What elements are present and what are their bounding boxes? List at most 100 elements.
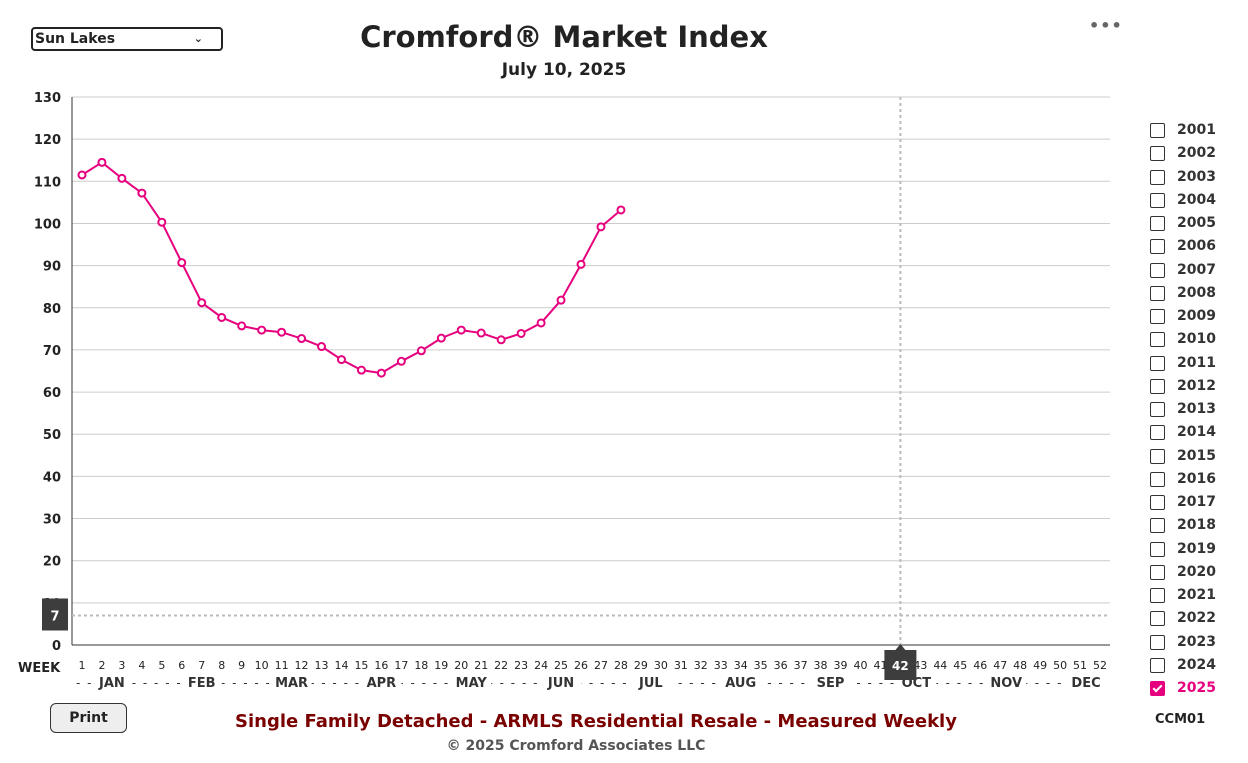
x-tick-label: 23 xyxy=(514,659,528,672)
x-tick-label: 39 xyxy=(834,659,848,672)
x-tick-label: 1 xyxy=(78,659,85,672)
checkbox-icon[interactable] xyxy=(1150,262,1165,278)
x-tick-label: 35 xyxy=(754,659,768,672)
checkbox-icon[interactable] xyxy=(1150,146,1165,162)
crosshair-y-label: 7 xyxy=(50,609,59,624)
data-point xyxy=(237,321,247,331)
legend-year-2014[interactable]: 2014 xyxy=(1150,424,1230,442)
checkbox-icon[interactable] xyxy=(1150,309,1165,324)
checkbox-icon[interactable] xyxy=(1150,239,1165,255)
x-tick-label: 16 xyxy=(374,659,388,672)
y-tick-label: 20 xyxy=(43,555,61,570)
legend-year-label: 2014 xyxy=(1177,424,1216,441)
legend-year-2020[interactable]: 2020 xyxy=(1150,564,1230,582)
legend-year-2024[interactable]: 2024 xyxy=(1150,657,1230,675)
x-tick-label: 37 xyxy=(794,659,808,672)
legend-year-2006[interactable]: 2006 xyxy=(1150,238,1230,256)
month-label-bg xyxy=(720,674,761,690)
checkbox-icon[interactable] xyxy=(1150,169,1165,185)
month-label-bg xyxy=(91,674,132,690)
x-tick-label: 17 xyxy=(394,659,408,672)
checkbox-icon[interactable] xyxy=(1150,471,1165,487)
legend-year-2010[interactable]: 2010 xyxy=(1150,331,1230,349)
checkbox-icon[interactable] xyxy=(1150,588,1165,603)
checkbox-icon[interactable] xyxy=(1150,285,1165,301)
legend-year-2008[interactable]: 2008 xyxy=(1150,285,1230,303)
print-button[interactable]: Print xyxy=(50,703,127,733)
legend-year-2019[interactable]: 2019 xyxy=(1150,541,1230,559)
month-label-bg xyxy=(630,674,671,690)
x-tick-label: 14 xyxy=(334,659,348,672)
x-tick-label: 34 xyxy=(734,659,748,672)
x-tick-label: 9 xyxy=(238,659,245,672)
region-select-value: Sun Lakes xyxy=(35,31,116,47)
checkbox-icon[interactable] xyxy=(1150,123,1165,138)
legend-year-2025[interactable]: 2025 xyxy=(1150,680,1230,698)
legend-year-2005[interactable]: 2005 xyxy=(1150,215,1230,233)
x-tick-label: 31 xyxy=(674,659,688,672)
legend-year-label: 2024 xyxy=(1177,656,1216,673)
x-tick-label: 10 xyxy=(255,659,269,672)
legend-year-2016[interactable]: 2016 xyxy=(1150,471,1230,489)
legend-year-label: 2008 xyxy=(1177,284,1216,301)
data-point xyxy=(556,295,566,305)
data-point xyxy=(197,298,207,308)
checkbox-icon[interactable] xyxy=(1150,657,1165,673)
month-label-bg xyxy=(181,674,222,690)
x-tick-label: 25 xyxy=(554,659,568,672)
data-point xyxy=(576,259,586,269)
checkbox-icon[interactable] xyxy=(1150,425,1165,441)
legend-year-2009[interactable]: 2009 xyxy=(1150,308,1230,326)
crosshair-x-label: 42 xyxy=(892,659,909,673)
legend-year-label: 2002 xyxy=(1177,145,1216,162)
y-tick-label: 0 xyxy=(52,639,61,654)
region-select[interactable]: Sun Lakes ⌄ xyxy=(31,27,223,51)
crosshair-x-pointer xyxy=(895,644,906,650)
x-tick-label: 32 xyxy=(694,659,708,672)
legend-year-2003[interactable]: 2003 xyxy=(1150,169,1230,187)
legend-year-2007[interactable]: 2007 xyxy=(1150,262,1230,280)
data-point xyxy=(616,205,626,215)
legend-year-label: 2011 xyxy=(1177,354,1216,371)
checkbox-icon[interactable] xyxy=(1150,518,1165,534)
x-tick-label: 41 xyxy=(873,659,887,672)
legend-year-2011[interactable]: 2011 xyxy=(1150,355,1230,373)
legend-year-2017[interactable]: 2017 xyxy=(1150,494,1230,512)
more-options-icon[interactable]: ••• xyxy=(1089,16,1123,35)
checkbox-icon[interactable] xyxy=(1150,495,1165,510)
data-point xyxy=(496,335,506,345)
legend-year-2004[interactable]: 2004 xyxy=(1150,192,1230,210)
checkbox-icon[interactable] xyxy=(1150,541,1165,557)
legend-year-2001[interactable]: 2001 xyxy=(1150,122,1230,140)
legend-year-2013[interactable]: 2013 xyxy=(1150,401,1230,419)
x-tick-label: 24 xyxy=(534,659,548,672)
checkbox-icon[interactable] xyxy=(1150,192,1165,208)
checkbox-icon[interactable] xyxy=(1150,216,1165,231)
legend-year-2012[interactable]: 2012 xyxy=(1150,378,1230,396)
checkbox-icon[interactable] xyxy=(1150,378,1165,394)
data-point xyxy=(336,355,346,365)
x-tick-label: 52 xyxy=(1093,659,1107,672)
legend-year-2002[interactable]: 2002 xyxy=(1150,145,1230,163)
x-tick-label: 21 xyxy=(474,659,488,672)
checkbox-icon[interactable] xyxy=(1150,611,1165,627)
legend-year-2023[interactable]: 2023 xyxy=(1150,634,1230,652)
checkbox-icon[interactable] xyxy=(1150,634,1165,650)
checkbox-checked-icon[interactable] xyxy=(1150,681,1165,696)
copyright-text: © 2025 Cromford Associates LLC xyxy=(446,738,706,754)
checkbox-icon[interactable] xyxy=(1150,448,1165,464)
legend-year-2021[interactable]: 2021 xyxy=(1150,587,1230,605)
checkbox-icon[interactable] xyxy=(1150,355,1165,371)
legend-year-2018[interactable]: 2018 xyxy=(1150,517,1230,535)
checkbox-icon[interactable] xyxy=(1150,402,1165,417)
checkbox-icon[interactable] xyxy=(1150,332,1165,348)
legend-year-2015[interactable]: 2015 xyxy=(1150,448,1230,466)
month-label-bg xyxy=(451,674,492,690)
x-tick-label: 2 xyxy=(98,659,105,672)
legend-year-2022[interactable]: 2022 xyxy=(1150,610,1230,628)
y-tick-label: 70 xyxy=(43,344,61,359)
month-label: JUL xyxy=(638,676,663,691)
month-label: APR xyxy=(367,676,397,691)
checkbox-icon[interactable] xyxy=(1150,564,1165,580)
y-tick-label: 90 xyxy=(43,260,61,275)
